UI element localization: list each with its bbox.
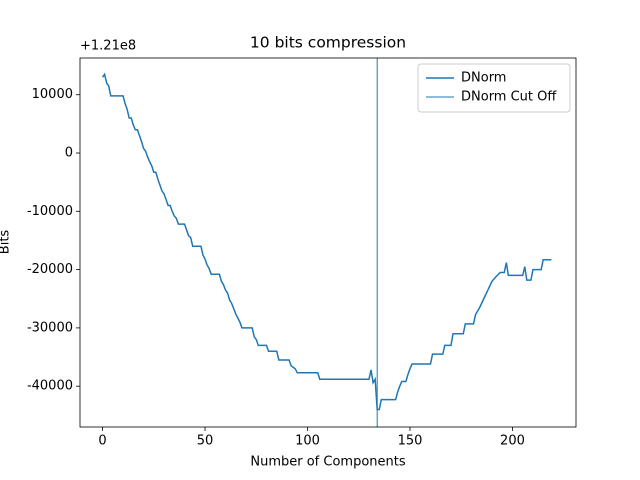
y-tick-label: 10000 [32,87,73,102]
legend-label: DNorm Cut Off [461,90,557,105]
data-line [101,72,552,411]
chart-title: 10 bits compression [250,34,406,52]
y-tick-label: -20000 [27,262,73,277]
y-offset-label: +1.21e8 [80,39,136,54]
x-axis-label: Number of Components [250,455,405,470]
legend-box [417,63,571,113]
y-tick-label: -40000 [27,379,73,394]
x-tick-label: 100 [295,434,320,449]
y-tick-label: 0 [65,146,73,161]
y-tick-label: -10000 [27,204,73,219]
x-tick-label: 50 [197,434,214,449]
x-tick-label: 0 [98,434,106,449]
y-tick-label: -30000 [27,320,73,335]
y-axis-label: Bits [0,230,13,255]
plot-frame [79,57,577,428]
legend-label: DNorm [461,71,506,86]
x-tick-label: 200 [500,434,525,449]
x-tick-label: 150 [398,434,423,449]
